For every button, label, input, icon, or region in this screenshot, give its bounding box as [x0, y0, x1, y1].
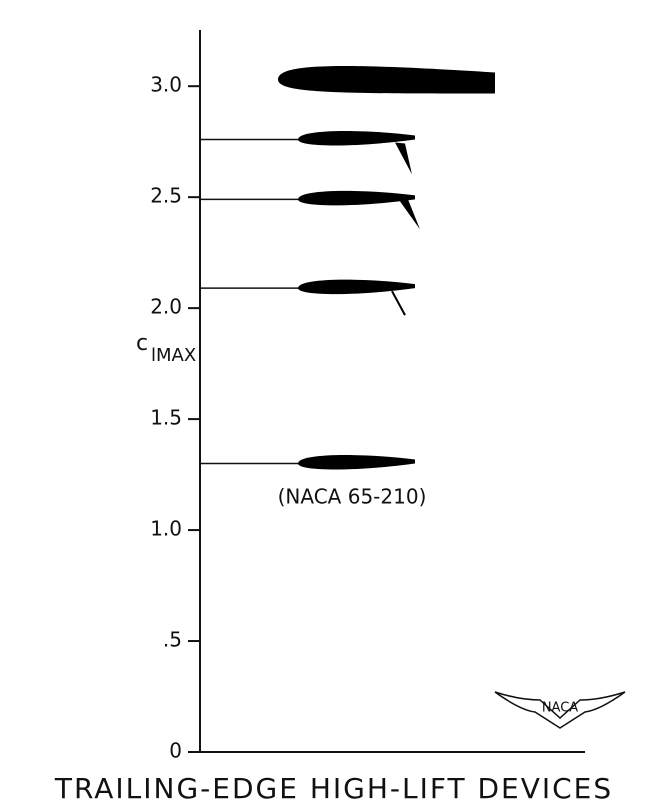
y-tick-label: 1.5 — [150, 406, 182, 430]
y-axis-label: c — [136, 331, 148, 356]
flap — [395, 142, 412, 174]
y-tick-label: 2.0 — [150, 295, 182, 319]
page: c lMAX (NACA 65-210) TRAILING-EDGE HIGH-… — [0, 0, 668, 812]
airfoil — [298, 455, 415, 470]
y-tick-label: 2.5 — [150, 184, 182, 208]
airfoil — [298, 280, 415, 295]
chart: c lMAX (NACA 65-210) TRAILING-EDGE HIGH-… — [0, 0, 668, 812]
airfoil — [278, 66, 495, 93]
y-axis-label-subscript: lMAX — [151, 345, 196, 366]
y-tick-label: 1.0 — [150, 517, 182, 541]
y-tick-label: 3.0 — [150, 73, 182, 97]
logo: NACA — [495, 692, 625, 728]
annotation: (NACA 65-210) — [278, 485, 427, 509]
y-tick-label: 0 — [169, 739, 182, 763]
flap — [400, 199, 420, 229]
logo-text: NACA — [542, 701, 578, 716]
y-tick-label: .5 — [163, 628, 182, 652]
airfoil — [298, 191, 415, 206]
x-axis-label: TRAILING-EDGE HIGH-LIFT DEVICES — [54, 772, 613, 805]
flap — [392, 291, 405, 315]
